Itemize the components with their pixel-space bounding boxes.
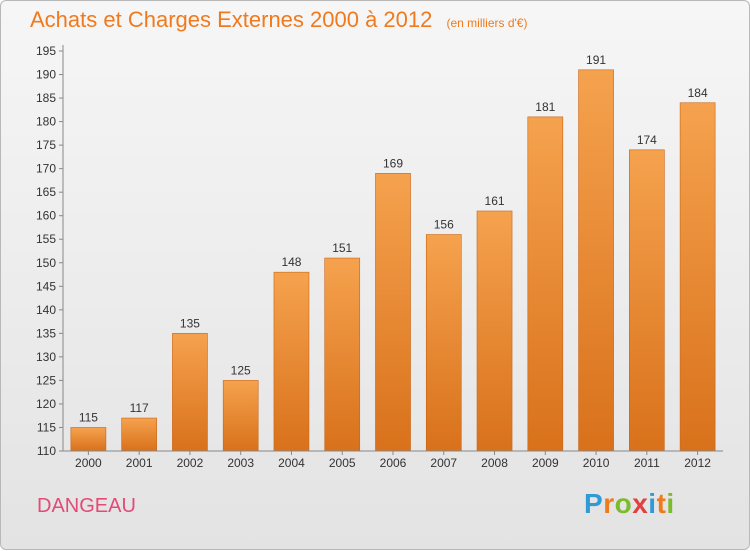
x-tick-label: 2011	[634, 456, 660, 470]
y-tick-label: 140	[36, 303, 56, 317]
y-tick-label: 130	[36, 350, 56, 364]
y-tick-label: 120	[36, 397, 56, 411]
bar-value-label: 151	[332, 241, 352, 255]
bar	[222, 380, 259, 452]
logo-letter: i	[648, 488, 657, 519]
y-tick-label: 165	[36, 185, 56, 199]
y-tick-label: 145	[36, 279, 56, 293]
bar	[476, 210, 513, 452]
y-tick-label: 195	[36, 44, 56, 58]
x-tick-label: 2012	[684, 456, 711, 470]
y-tick-label: 190	[36, 68, 56, 82]
bar-value-label: 148	[281, 255, 301, 269]
bar-value-label: 181	[535, 100, 555, 114]
logo-letter: i	[666, 488, 675, 519]
bar	[324, 257, 361, 452]
chart-title-text: Achats et Charges Externes 2000 à 2012	[30, 7, 433, 32]
bar	[273, 271, 310, 452]
bar-value-label: 161	[485, 194, 505, 208]
y-tick-label: 180	[36, 115, 56, 129]
x-tick-label: 2009	[532, 456, 559, 470]
chart-title: Achats et Charges Externes 2000 à 2012 (…	[30, 7, 527, 33]
bar	[121, 417, 157, 452]
y-tick-label: 175	[36, 138, 56, 152]
proxiti-logo[interactable]: Proxiti	[584, 488, 675, 520]
logo-letter: o	[614, 488, 633, 519]
y-tick-label: 135	[36, 326, 56, 340]
bar-value-label: 156	[434, 218, 454, 232]
bar-value-label: 169	[383, 156, 403, 170]
bar-value-label: 184	[688, 86, 708, 100]
x-tick-label: 2004	[278, 456, 305, 470]
y-tick-label: 160	[36, 209, 56, 223]
y-tick-label: 170	[36, 162, 56, 176]
y-tick-label: 125	[36, 373, 56, 387]
logo-letter: P	[584, 488, 604, 519]
y-tick-label: 115	[37, 420, 56, 434]
bar-value-label: 191	[586, 53, 606, 67]
x-tick-label: 2002	[177, 456, 204, 470]
chart-subtitle: (en milliers d'€)	[446, 16, 528, 30]
bar	[70, 427, 107, 452]
bar	[375, 173, 411, 452]
bar	[679, 102, 716, 452]
bar	[172, 333, 208, 452]
y-tick-label: 155	[36, 232, 56, 246]
bar-value-label: 135	[180, 316, 200, 330]
x-tick-label: 2003	[227, 456, 254, 470]
bar	[527, 116, 564, 452]
logo-letter: r	[603, 488, 615, 519]
x-tick-label: 2001	[126, 456, 153, 470]
bar	[425, 234, 462, 452]
x-tick-label: 2010	[583, 456, 610, 470]
y-tick-label: 185	[36, 91, 56, 105]
x-tick-label: 2007	[430, 456, 457, 470]
logo-letter: x	[632, 488, 649, 519]
x-tick-label: 2000	[75, 456, 102, 470]
x-tick-label: 2005	[329, 456, 356, 470]
bar	[578, 69, 614, 452]
commune-name: DANGEAU	[37, 495, 136, 517]
bar	[629, 149, 665, 452]
y-tick-label: 110	[37, 444, 56, 458]
bar-value-label: 125	[231, 363, 251, 377]
bar-value-label: 115	[79, 410, 98, 424]
x-tick-label: 2006	[380, 456, 407, 470]
bar-value-label: 117	[130, 401, 149, 415]
y-tick-label: 150	[36, 256, 56, 270]
logo-letter: t	[656, 488, 667, 519]
x-tick-label: 2008	[481, 456, 508, 470]
bar-value-label: 174	[637, 133, 657, 147]
